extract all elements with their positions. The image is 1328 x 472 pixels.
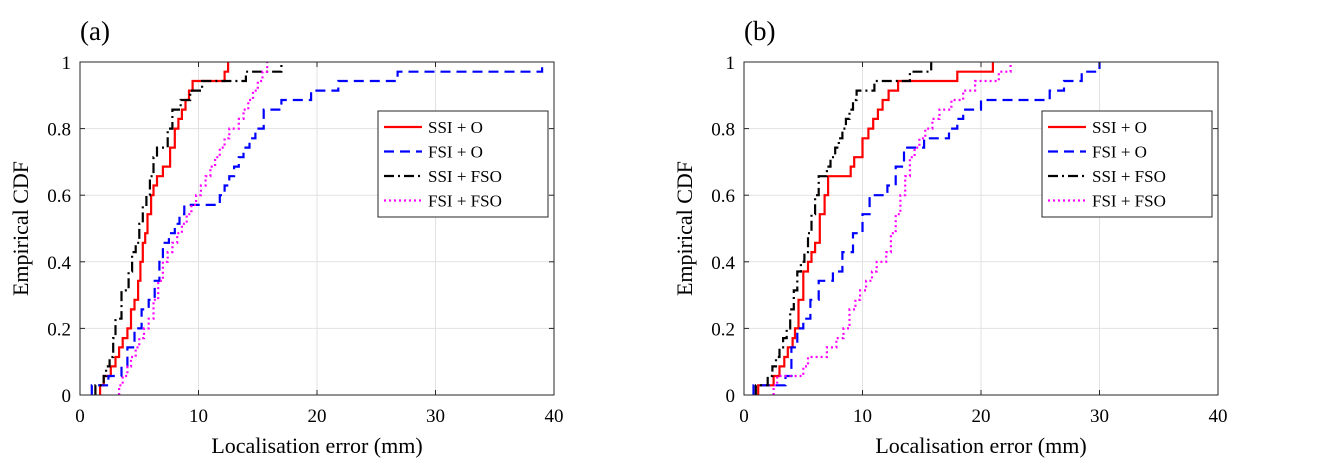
y-tick-label: 0 xyxy=(726,386,736,407)
y-axis-label: Empirical CDF xyxy=(672,161,697,296)
chart-panel-b: 0 10 20 30 40 0 0.2 0.4 0.6 0.8 1 Localisation erro… xyxy=(664,0,1328,467)
y-tick-label: 0.4 xyxy=(47,253,71,274)
y-tick-label: 0 xyxy=(62,386,72,407)
y-tick-label: 0.2 xyxy=(711,319,735,340)
legend-label: FSI + FSO xyxy=(428,192,502,211)
legend-box xyxy=(1041,110,1213,218)
chart-panel-a: 0 10 20 30 40 0 0.2 0.4 0.6 0.8 1 Localisation erro… xyxy=(0,0,664,467)
x-tick-label: 30 xyxy=(1090,406,1109,427)
legend: SSI + O FSI + O SSI + FSO FSI + FSO xyxy=(1041,110,1213,218)
x-tick-label: 0 xyxy=(739,406,749,427)
x-tick-label: 40 xyxy=(1209,406,1228,427)
x-tick-label: 10 xyxy=(189,406,208,427)
cdf-chart-b: 0 10 20 30 40 0 0.2 0.4 0.6 0.8 1 Localisation erro… xyxy=(672,16,1228,458)
x-axis-label: Localisation error (mm) xyxy=(211,433,422,458)
series-line-ssi-fso xyxy=(94,62,283,395)
legend-label: SSI + O xyxy=(428,118,483,137)
cdf-chart-a: 0 10 20 30 40 0 0.2 0.4 0.6 0.8 1 Localisation erro… xyxy=(8,16,564,458)
y-tick-label: 0.8 xyxy=(47,120,71,141)
x-axis-label: Localisation error (mm) xyxy=(875,433,1086,458)
x-tick-label: 20 xyxy=(972,406,991,427)
y-tick-label: 1 xyxy=(62,53,72,74)
y-tick-label: 0.8 xyxy=(711,120,735,141)
legend-label: FSI + FSO xyxy=(1092,192,1166,211)
x-tick-label: 0 xyxy=(75,406,85,427)
x-tick-label: 30 xyxy=(426,406,445,427)
series-line-fsi-o xyxy=(752,62,1101,395)
series-line-ssi-fso xyxy=(754,62,933,395)
series-line-fsi-fso xyxy=(772,62,1012,395)
legend-label: SSI + O xyxy=(1092,118,1147,137)
series-line-fsi-o xyxy=(90,62,544,395)
series-line-ssi-o xyxy=(757,62,994,395)
y-tick-label: 1 xyxy=(726,53,736,74)
y-tick-label: 0.6 xyxy=(47,186,71,207)
y-tick-label: 0.4 xyxy=(711,253,735,274)
legend-label: FSI + O xyxy=(1092,143,1147,162)
legend-label: SSI + FSO xyxy=(1092,167,1166,186)
y-axis-label: Empirical CDF xyxy=(8,161,33,296)
panel-label-b: (b) xyxy=(744,16,775,46)
panel-label-a: (a) xyxy=(80,16,110,46)
y-tick-label: 0.2 xyxy=(47,319,71,340)
legend: SSI + O FSI + O SSI + FSO FSI + FSO xyxy=(377,110,549,218)
x-tick-label: 40 xyxy=(545,406,564,427)
legend-label: FSI + O xyxy=(428,143,483,162)
legend-label: SSI + FSO xyxy=(428,167,502,186)
legend-box xyxy=(377,110,549,218)
x-tick-label: 20 xyxy=(308,406,327,427)
x-tick-label: 10 xyxy=(853,406,872,427)
y-tick-label: 0.6 xyxy=(711,186,735,207)
